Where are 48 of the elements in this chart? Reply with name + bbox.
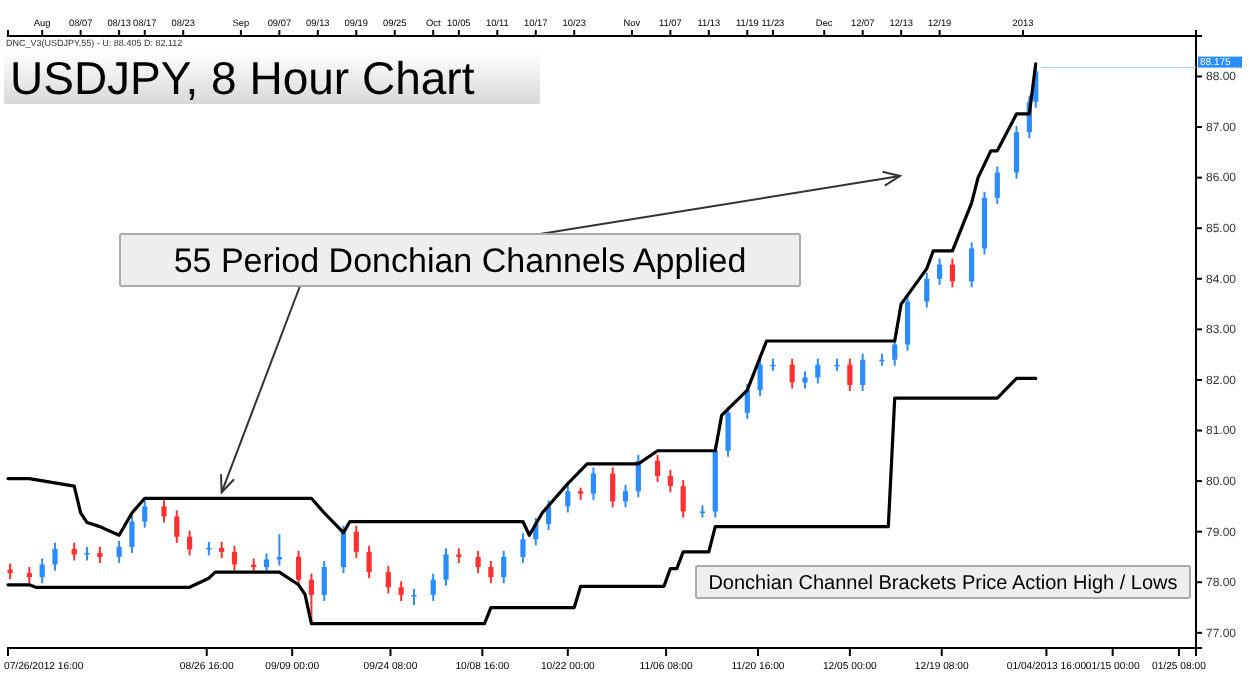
candlestick: [475, 549, 481, 575]
candlestick: [924, 271, 930, 309]
candlestick: [847, 357, 853, 393]
candlestick: [892, 337, 898, 367]
candlestick: [622, 484, 629, 509]
candlestick: [187, 529, 193, 557]
candlestick: [520, 532, 526, 565]
candlestick: [949, 257, 956, 289]
candlestick: [39, 557, 45, 585]
candlestick: [129, 514, 135, 554]
candlestick: [860, 352, 866, 393]
candlestick: [443, 547, 449, 587]
candlestick: [488, 560, 494, 585]
candlestick: [680, 479, 686, 519]
candlestick: [174, 509, 180, 544]
candlestick: [565, 484, 571, 514]
candlestick: [590, 466, 597, 501]
candlestick: [904, 294, 911, 352]
annotation: Donchian Channel Brackets Price Action High / Lows: [708, 573, 1178, 595]
candlestick: [398, 580, 404, 602]
candlestick: [937, 257, 943, 286]
candlestick: [161, 499, 167, 524]
candlestick: [654, 453, 661, 484]
candlestick: [994, 165, 1000, 205]
candlestick: [385, 565, 391, 595]
candlestick: [725, 405, 731, 458]
candlestick: [366, 544, 372, 580]
candlestick: [116, 539, 122, 565]
candlestick: [263, 552, 270, 575]
annotation: 55 Period Donchian Channels Applied: [173, 241, 747, 280]
chart-title: USDJPY, 8 Hour Chart: [10, 52, 476, 104]
candlestick: [1013, 125, 1020, 180]
candlestick: [699, 504, 706, 519]
candlestick: [52, 541, 58, 572]
candlestick: [321, 560, 327, 602]
candlestick: [231, 544, 238, 572]
candlestick: [610, 466, 616, 509]
candlestick: [815, 357, 821, 385]
candlestick: [501, 549, 507, 585]
candlestick: [340, 524, 347, 575]
candlestick: [667, 468, 673, 494]
candlestick: [757, 357, 763, 398]
candlestick: [142, 499, 148, 529]
candlestick: [969, 241, 975, 289]
candlestick: [430, 572, 436, 602]
candlestick: [789, 357, 795, 390]
candlestick: [353, 524, 359, 559]
candlestick: [295, 549, 302, 587]
